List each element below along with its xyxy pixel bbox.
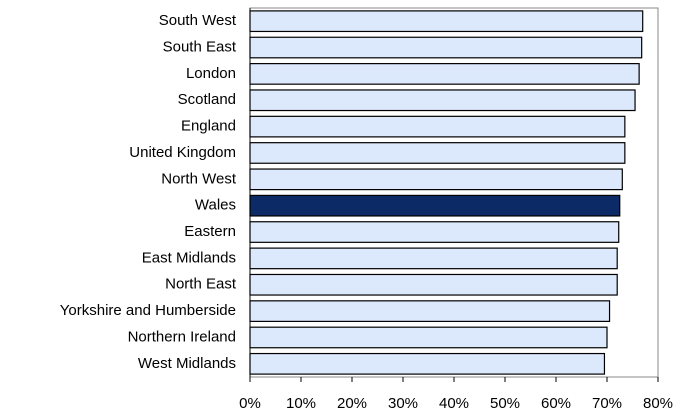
bar: [249, 63, 640, 85]
bar: [249, 36, 643, 59]
y-tick-label: North East: [165, 276, 237, 293]
bar: [249, 300, 611, 322]
x-tick-label: 70%: [592, 395, 622, 412]
bar: [249, 115, 626, 138]
y-tick-label: West Midlands: [138, 355, 236, 372]
x-tick-label: 80%: [643, 395, 673, 412]
y-tick-label: England: [181, 118, 236, 135]
x-tick-label: 10%: [286, 395, 316, 412]
x-tick-label: 30%: [388, 395, 418, 412]
y-tick-label: Northern Ireland: [128, 328, 236, 345]
bar: [249, 352, 606, 375]
bar: [249, 221, 620, 243]
bar: [249, 247, 618, 270]
x-tick-label: 40%: [439, 395, 469, 412]
y-tick-label: Wales: [195, 197, 236, 214]
y-tick-label: Eastern: [184, 223, 236, 240]
bar: [249, 194, 621, 217]
x-tick-label: 50%: [490, 395, 520, 412]
x-tick-label: 20%: [337, 395, 367, 412]
bar: [249, 168, 623, 191]
y-tick-label: Scotland: [178, 91, 236, 108]
y-tick-label: United Kingdom: [129, 144, 236, 161]
bar: [249, 326, 608, 349]
bar: [249, 142, 626, 164]
bar: [249, 10, 644, 33]
y-tick-label: East Midlands: [142, 249, 236, 266]
x-tick-label: 0%: [239, 395, 261, 412]
y-tick-label: North West: [161, 170, 237, 187]
bar: [249, 89, 636, 112]
bar: [249, 273, 618, 296]
x-tick-label: 60%: [541, 395, 571, 412]
y-tick-label: South East: [163, 39, 237, 56]
y-tick-label: Yorkshire and Humberside: [60, 302, 236, 319]
y-tick-label: South West: [159, 12, 237, 29]
y-tick-label: London: [186, 65, 236, 82]
